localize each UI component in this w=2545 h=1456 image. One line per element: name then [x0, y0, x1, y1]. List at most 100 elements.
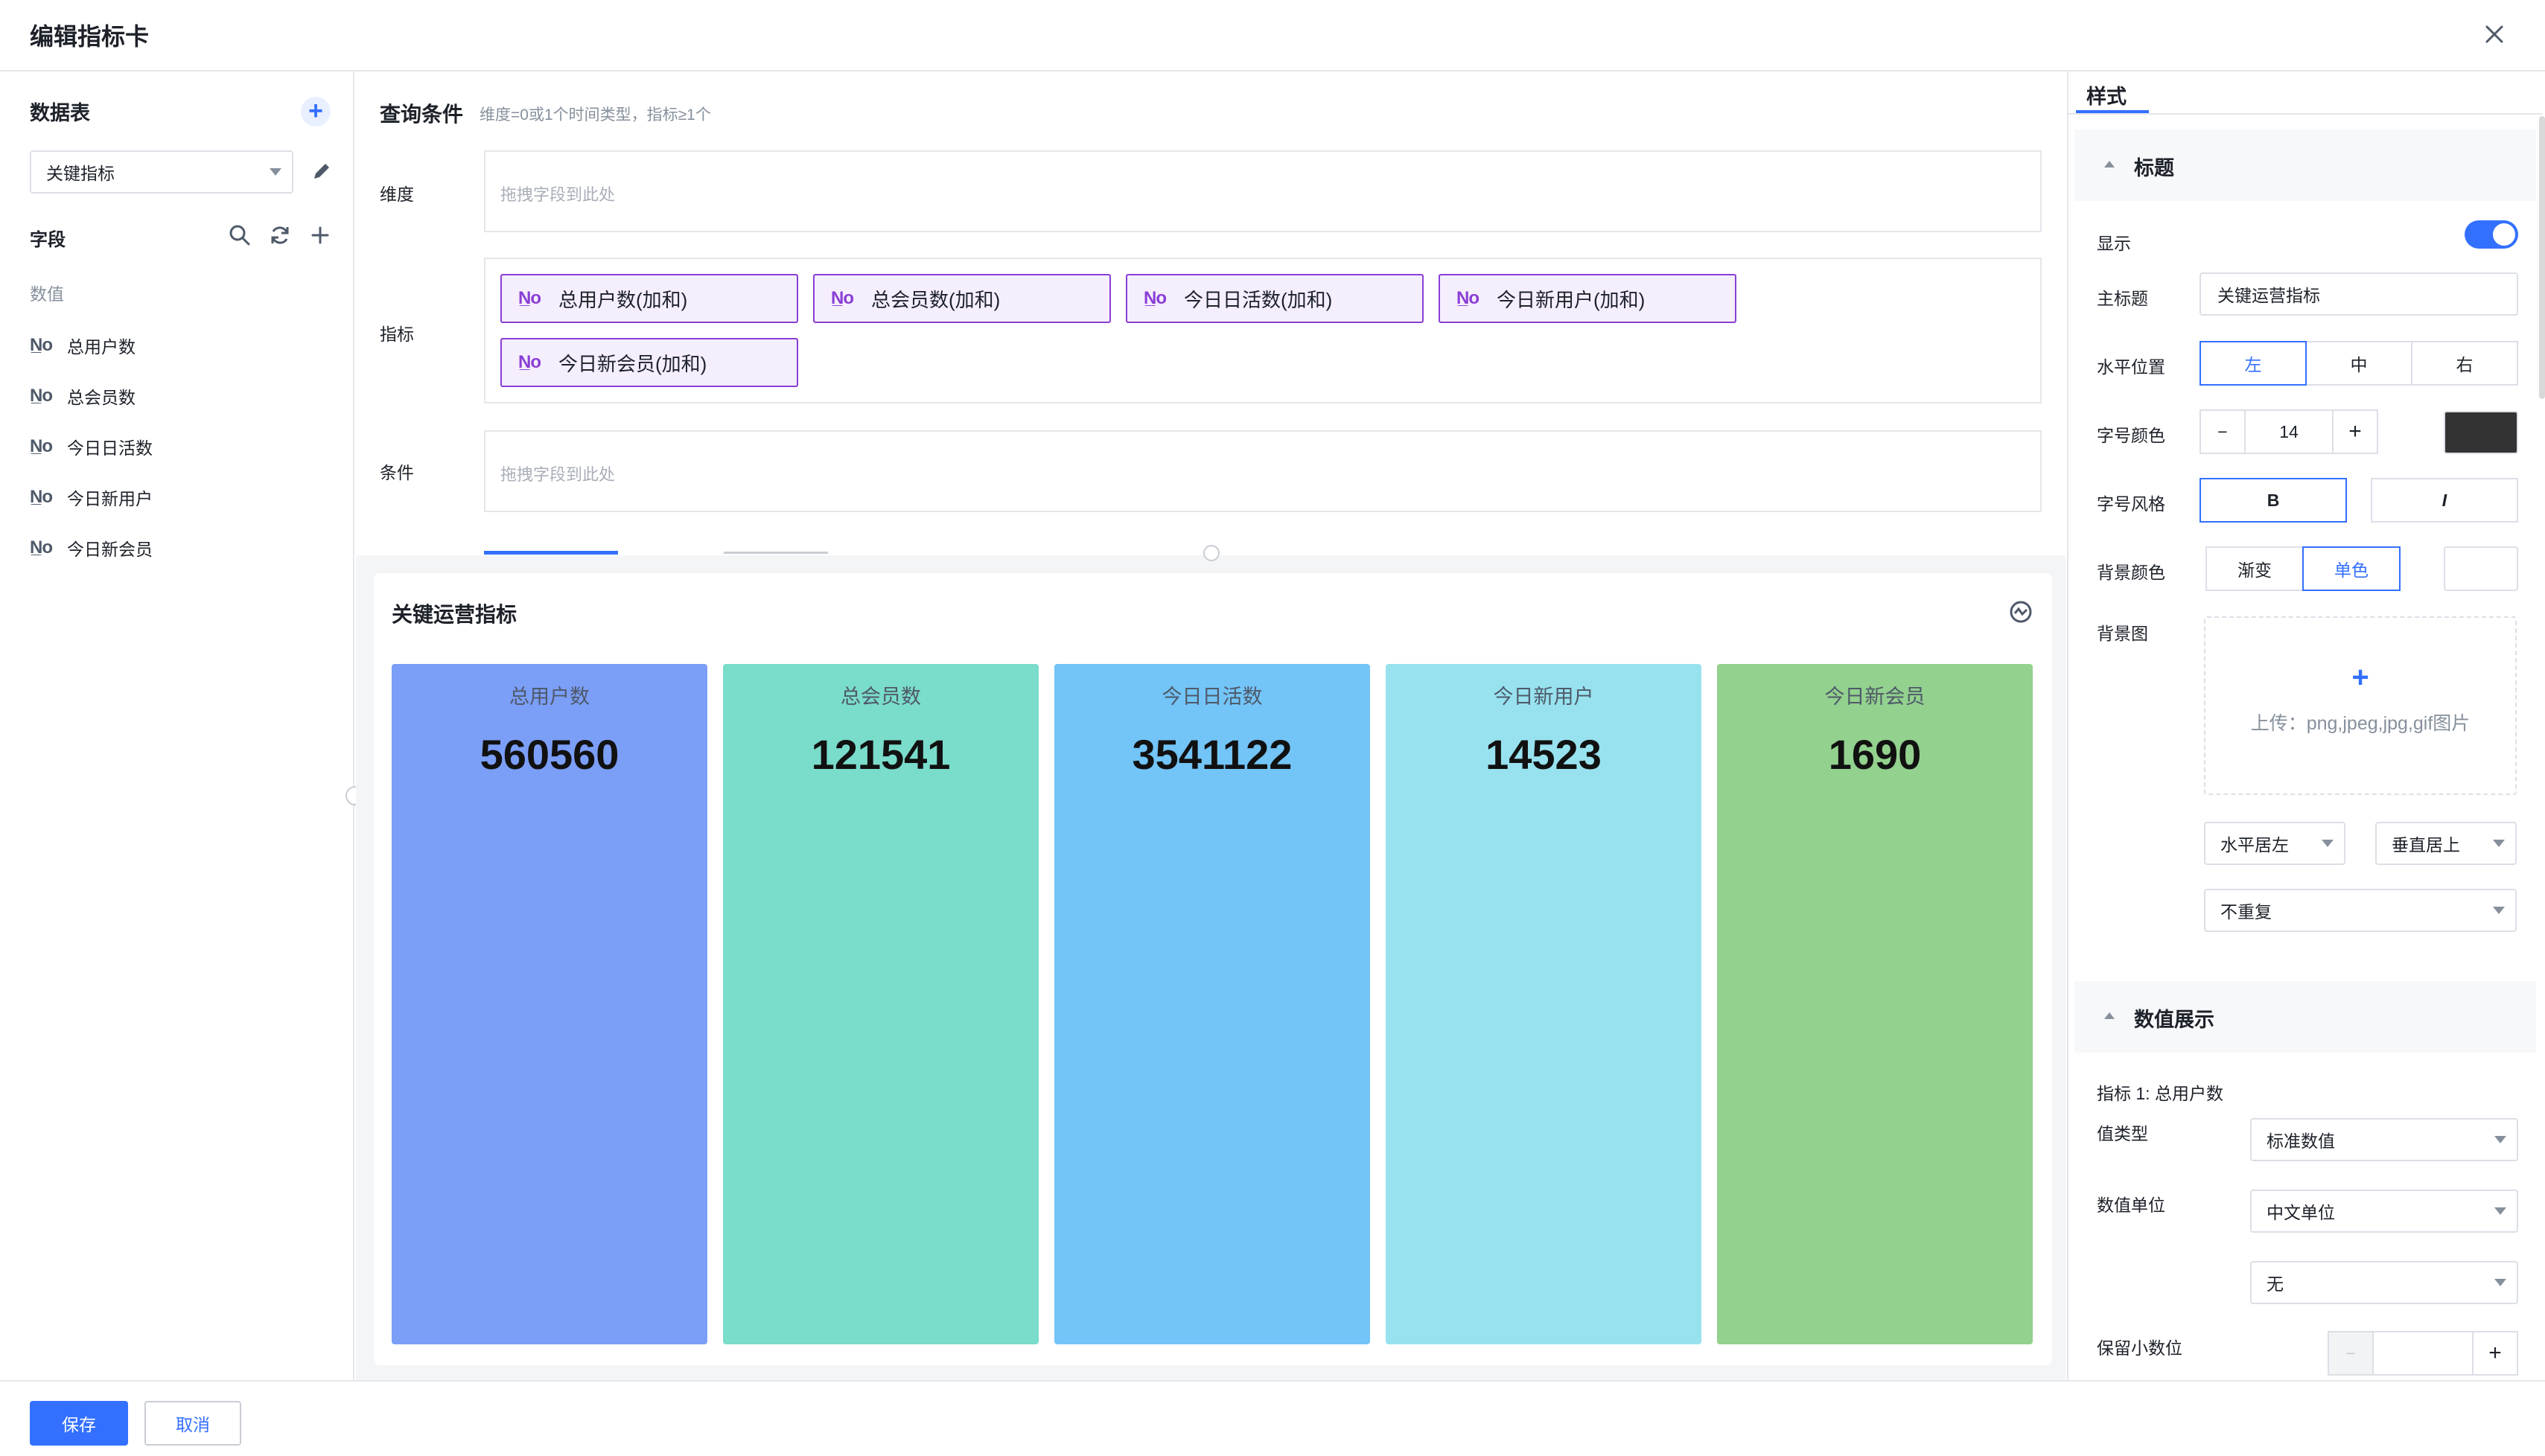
- query-title: 查询条件: [380, 103, 464, 126]
- field-item[interactable]: N̲o 今日新会员: [30, 533, 153, 563]
- increase-decimal-button[interactable]: +: [2472, 1331, 2518, 1376]
- section-resize-handle[interactable]: [1203, 545, 1220, 561]
- field-item[interactable]: N̲o 总用户数: [30, 331, 136, 360]
- value-type-select[interactable]: 标准数值: [2250, 1118, 2518, 1161]
- metric-chip[interactable]: N̲o 总会员数(加和): [813, 274, 1111, 323]
- field-name: 今日新用户: [67, 489, 153, 508]
- h-position-right[interactable]: 右: [2411, 341, 2518, 386]
- condition-drop-zone[interactable]: 拖拽字段到此处: [484, 430, 2042, 512]
- metric-chip[interactable]: N̲o 今日新用户(加和): [1439, 274, 1736, 323]
- decimal-label: 保留小数位: [2097, 1338, 2182, 1358]
- scrollbar[interactable]: [2539, 116, 2545, 399]
- kpi-card-label: 总会员数: [841, 686, 921, 708]
- font-color-swatch[interactable]: [2444, 411, 2518, 454]
- chevron-down-icon: [2494, 1207, 2506, 1215]
- value-unit-select[interactable]: 中文单位: [2250, 1190, 2518, 1233]
- kpi-preview: 关键运营指标 总用户数 560560 总会员数 121541 今日日活数 354…: [374, 573, 2052, 1365]
- h-position-left[interactable]: 左: [2200, 341, 2307, 386]
- save-button[interactable]: 保存: [30, 1401, 128, 1446]
- value-unit-sub-value: 无: [2267, 1274, 2284, 1294]
- value-type-label: 值类型: [2097, 1124, 2148, 1143]
- metric-drop-zone[interactable]: N̲o 总用户数(加和) N̲o 总会员数(加和) N̲o 今日日活数(加和) …: [484, 258, 2042, 403]
- chart-type-icon[interactable]: [2007, 598, 2034, 625]
- active-tab-indicator: [2076, 110, 2149, 114]
- decrease-decimal-button[interactable]: −: [2328, 1331, 2374, 1376]
- repeat-select[interactable]: 不重复: [2204, 889, 2517, 932]
- field-name: 今日日活数: [67, 438, 153, 458]
- metric-chip[interactable]: N̲o 今日新会员(加和): [500, 338, 798, 387]
- editor-center: 查询条件 维度=0或1个时间类型，指标≥1个 维度 拖拽字段到此处 指标 N̲o…: [356, 71, 2065, 1380]
- refresh-icon[interactable]: [267, 222, 293, 249]
- number-type-icon: N̲o: [30, 335, 53, 355]
- value-type-value: 标准数值: [2267, 1131, 2335, 1151]
- add-table-icon[interactable]: +: [301, 97, 331, 127]
- kpi-card: 今日新会员 1690: [1717, 664, 2033, 1344]
- value-section-label: 数值展示: [2134, 1009, 2214, 1031]
- dialog-title: 编辑指标卡: [30, 23, 150, 50]
- italic-button[interactable]: I: [2371, 478, 2518, 523]
- fields-title: 字段: [30, 230, 66, 250]
- edit-icon[interactable]: [308, 158, 335, 185]
- add-field-icon[interactable]: [307, 222, 334, 249]
- metric-chip-label: 总用户数(加和): [558, 288, 688, 311]
- dialog-footer: 保存 取消: [0, 1380, 2545, 1456]
- style-panel: 样式 标题 显示 主标题 关键运营指标 水平位置 左 中 右 字号颜色 − 14…: [2067, 71, 2545, 1380]
- main-title-label: 主标题: [2097, 289, 2148, 308]
- kpi-card-value: 14523: [1485, 731, 1602, 778]
- metric-chip[interactable]: N̲o 总用户数(加和): [500, 274, 798, 323]
- table-select[interactable]: 关键指标: [30, 150, 293, 194]
- title-section-header[interactable]: 标题: [2074, 130, 2536, 201]
- v-align-value: 垂直居上: [2392, 835, 2460, 855]
- search-icon[interactable]: [226, 222, 253, 249]
- field-group-label: 数值: [30, 284, 64, 304]
- cancel-button[interactable]: 取消: [144, 1401, 241, 1446]
- field-item[interactable]: N̲o 今日新用户: [30, 482, 153, 512]
- kpi-cards: 总用户数 560560 总会员数 121541 今日日活数 3541122 今日…: [392, 664, 2033, 1344]
- v-align-select[interactable]: 垂直居上: [2375, 822, 2517, 865]
- h-align-select[interactable]: 水平居左: [2204, 822, 2345, 865]
- number-type-icon: N̲o: [30, 537, 53, 558]
- tab-divider: [2068, 113, 2542, 115]
- kpi-card-value: 3541122: [1132, 731, 1293, 778]
- field-item[interactable]: N̲o 总会员数: [30, 381, 136, 411]
- number-type-icon: N̲o: [30, 386, 53, 406]
- increase-font-button[interactable]: +: [2332, 409, 2378, 454]
- value-unit-label: 数值单位: [2097, 1195, 2165, 1215]
- h-position-center[interactable]: 中: [2305, 341, 2412, 386]
- metric-chip[interactable]: N̲o 今日日活数(加和): [1126, 274, 1424, 323]
- chevron-down-icon: [2494, 1279, 2506, 1286]
- dimension-drop-zone[interactable]: 拖拽字段到此处: [484, 150, 2042, 232]
- condition-label: 条件: [380, 463, 414, 482]
- decimal-input[interactable]: [2372, 1331, 2474, 1376]
- bg-gradient-option[interactable]: 渐变: [2205, 546, 2304, 591]
- bg-image-label: 背景图: [2097, 624, 2148, 643]
- bg-solid-option[interactable]: 单色: [2302, 546, 2401, 591]
- upload-plus-icon: +: [2351, 661, 2369, 694]
- number-type-icon: N̲o: [518, 352, 541, 372]
- table-select-value: 关键指标: [46, 164, 115, 183]
- font-style-label: 字号风格: [2097, 494, 2165, 514]
- kpi-card-value: 560560: [480, 731, 619, 778]
- font-size-input[interactable]: 14: [2244, 409, 2334, 454]
- bold-button[interactable]: B: [2200, 478, 2347, 523]
- query-conditions: 查询条件 维度=0或1个时间类型，指标≥1个 维度 拖拽字段到此处 指标 N̲o…: [356, 71, 2065, 561]
- value-unit-sub-select[interactable]: 无: [2250, 1261, 2518, 1304]
- query-hint: 维度=0或1个时间类型，指标≥1个: [480, 106, 711, 124]
- close-icon[interactable]: [2476, 16, 2512, 52]
- tab-style[interactable]: 样式: [2086, 86, 2127, 108]
- main-title-input[interactable]: 关键运营指标: [2200, 272, 2518, 316]
- field-item[interactable]: N̲o 今日日活数: [30, 432, 153, 462]
- metric-caption: 指标 1: 总用户数: [2097, 1084, 2223, 1103]
- title-section-label: 标题: [2134, 157, 2174, 179]
- bg-color-label: 背景颜色: [2097, 563, 2165, 582]
- bg-color-swatch[interactable]: [2444, 546, 2518, 591]
- value-section-header[interactable]: 数值展示: [2074, 981, 2536, 1053]
- metric-chip-label: 今日新会员(加和): [558, 352, 707, 375]
- main-title-value: 关键运营指标: [2217, 286, 2320, 305]
- chevron-down-icon: [270, 168, 281, 176]
- decrease-font-button[interactable]: −: [2200, 409, 2246, 454]
- show-title-toggle[interactable]: [2465, 220, 2518, 249]
- metric-chip-label: 今日日活数(加和): [1184, 288, 1333, 311]
- number-type-icon: N̲o: [518, 288, 541, 308]
- bg-image-upload[interactable]: + 上传：png,jpeg,jpg,gif图片: [2204, 616, 2517, 795]
